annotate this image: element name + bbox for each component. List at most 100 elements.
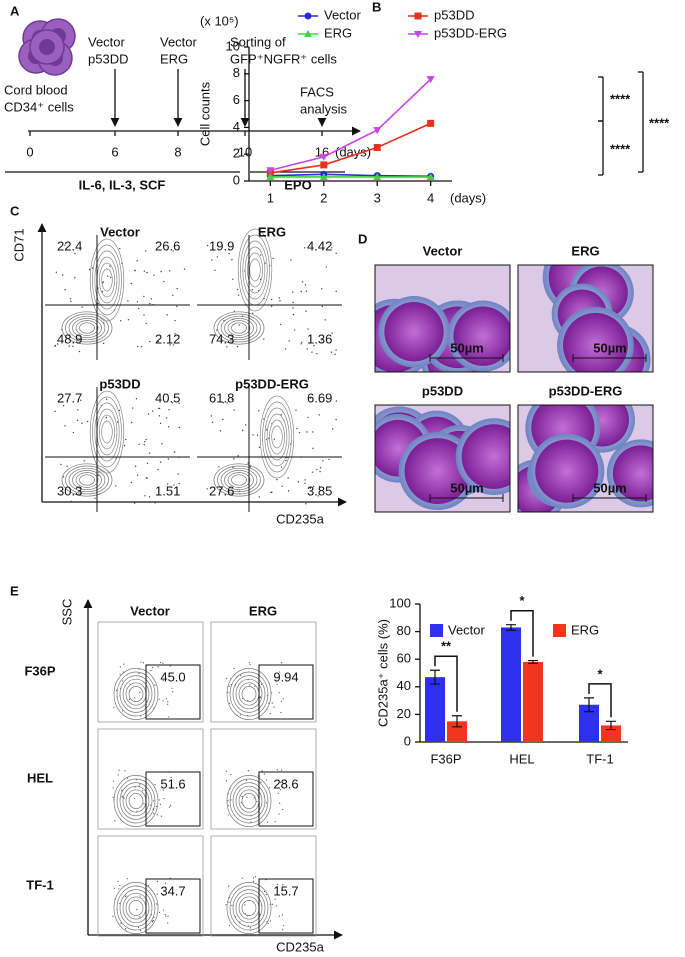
event-dot	[163, 280, 165, 283]
event-dot	[305, 503, 307, 505]
contour	[232, 889, 266, 927]
event-dot	[167, 458, 170, 460]
event-dot	[176, 491, 178, 494]
event-dot	[335, 252, 337, 254]
event-dot	[162, 662, 164, 664]
event-dot	[312, 431, 314, 433]
contour	[217, 313, 261, 343]
event-dot	[152, 919, 154, 922]
contour	[79, 474, 95, 486]
row-label: HEL	[27, 770, 53, 785]
event-dot	[80, 399, 82, 401]
event-dot	[227, 800, 229, 802]
event-dot	[121, 789, 123, 791]
contour	[226, 775, 272, 827]
contour	[264, 407, 290, 467]
event-dot	[172, 250, 174, 252]
event-dot	[233, 409, 235, 411]
contour	[235, 785, 263, 817]
event-dot	[248, 662, 250, 664]
x-axis-label: CD235a	[276, 511, 324, 526]
micrograph	[375, 265, 510, 372]
gate-value: 9.94	[273, 669, 298, 684]
event-dot	[280, 700, 283, 702]
event-dot	[167, 703, 169, 705]
event-dot	[86, 420, 89, 423]
event-dot	[170, 805, 172, 807]
event-dot	[151, 410, 154, 412]
event-dot	[249, 466, 252, 468]
event-dot	[157, 468, 159, 471]
image-title: p53DD-ERG	[549, 383, 623, 398]
event-dot	[328, 458, 330, 461]
event-dot	[168, 270, 171, 272]
legend-swatch	[553, 624, 566, 637]
event-dot	[252, 877, 255, 879]
y-tick-label: 80	[397, 623, 411, 638]
event-dot	[318, 485, 321, 488]
event-dot	[306, 431, 308, 433]
gate	[145, 771, 201, 827]
event-dot	[227, 805, 230, 807]
event-dot	[287, 490, 290, 492]
quadrant-value: 22.4	[57, 238, 82, 253]
x-tick-label: 4	[427, 190, 434, 205]
bar	[523, 661, 543, 742]
gate-value: 28.6	[273, 776, 298, 791]
plot-frame	[97, 728, 204, 830]
contour	[242, 240, 268, 300]
significance: ****	[610, 141, 631, 156]
event-dot	[321, 339, 323, 341]
event-dot	[159, 803, 162, 805]
event-dot	[229, 924, 231, 926]
event-dot	[211, 259, 213, 261]
event-dot	[94, 497, 96, 500]
event-dot	[271, 702, 273, 704]
contour	[213, 463, 265, 497]
event-dot	[68, 345, 71, 347]
event-dot	[159, 422, 162, 425]
contour	[68, 315, 106, 341]
nucleus	[535, 439, 599, 503]
event-dot	[55, 271, 58, 274]
event-dot	[233, 667, 235, 670]
event-dot	[102, 281, 105, 283]
event-dot	[137, 307, 140, 310]
point	[304, 12, 312, 20]
y-tick-label: 4	[233, 119, 240, 134]
event-dot	[125, 895, 127, 897]
day-label: 6	[111, 144, 118, 159]
event-dot	[130, 481, 133, 484]
event-dot	[210, 415, 213, 417]
micrograph	[375, 405, 510, 512]
event-dot	[296, 427, 298, 430]
contour	[99, 414, 115, 450]
contour	[247, 252, 263, 288]
event-dot	[158, 407, 161, 410]
event-dot	[274, 898, 276, 900]
contour	[224, 318, 254, 338]
event-dot	[172, 344, 175, 346]
event-dot	[217, 245, 219, 247]
start-text: CD34⁺ cells	[4, 99, 74, 114]
event-dot	[331, 332, 333, 334]
event-dot	[238, 324, 240, 326]
event-dot	[270, 491, 272, 494]
nucleus	[612, 445, 653, 502]
contour	[220, 315, 258, 341]
row-label: F36P	[24, 663, 55, 678]
event-dot	[178, 402, 180, 404]
contour	[226, 882, 272, 934]
event-dot	[225, 780, 228, 782]
point	[427, 119, 435, 127]
point	[319, 153, 328, 161]
legend-label: ERG	[571, 622, 599, 637]
contour	[269, 419, 285, 455]
event-dot	[145, 438, 147, 441]
contour	[94, 402, 120, 462]
plot-frame	[210, 728, 317, 830]
frame	[517, 404, 654, 513]
event-dot	[165, 417, 168, 419]
y-axis-label: CD71	[11, 228, 26, 261]
series-line	[270, 122, 431, 174]
